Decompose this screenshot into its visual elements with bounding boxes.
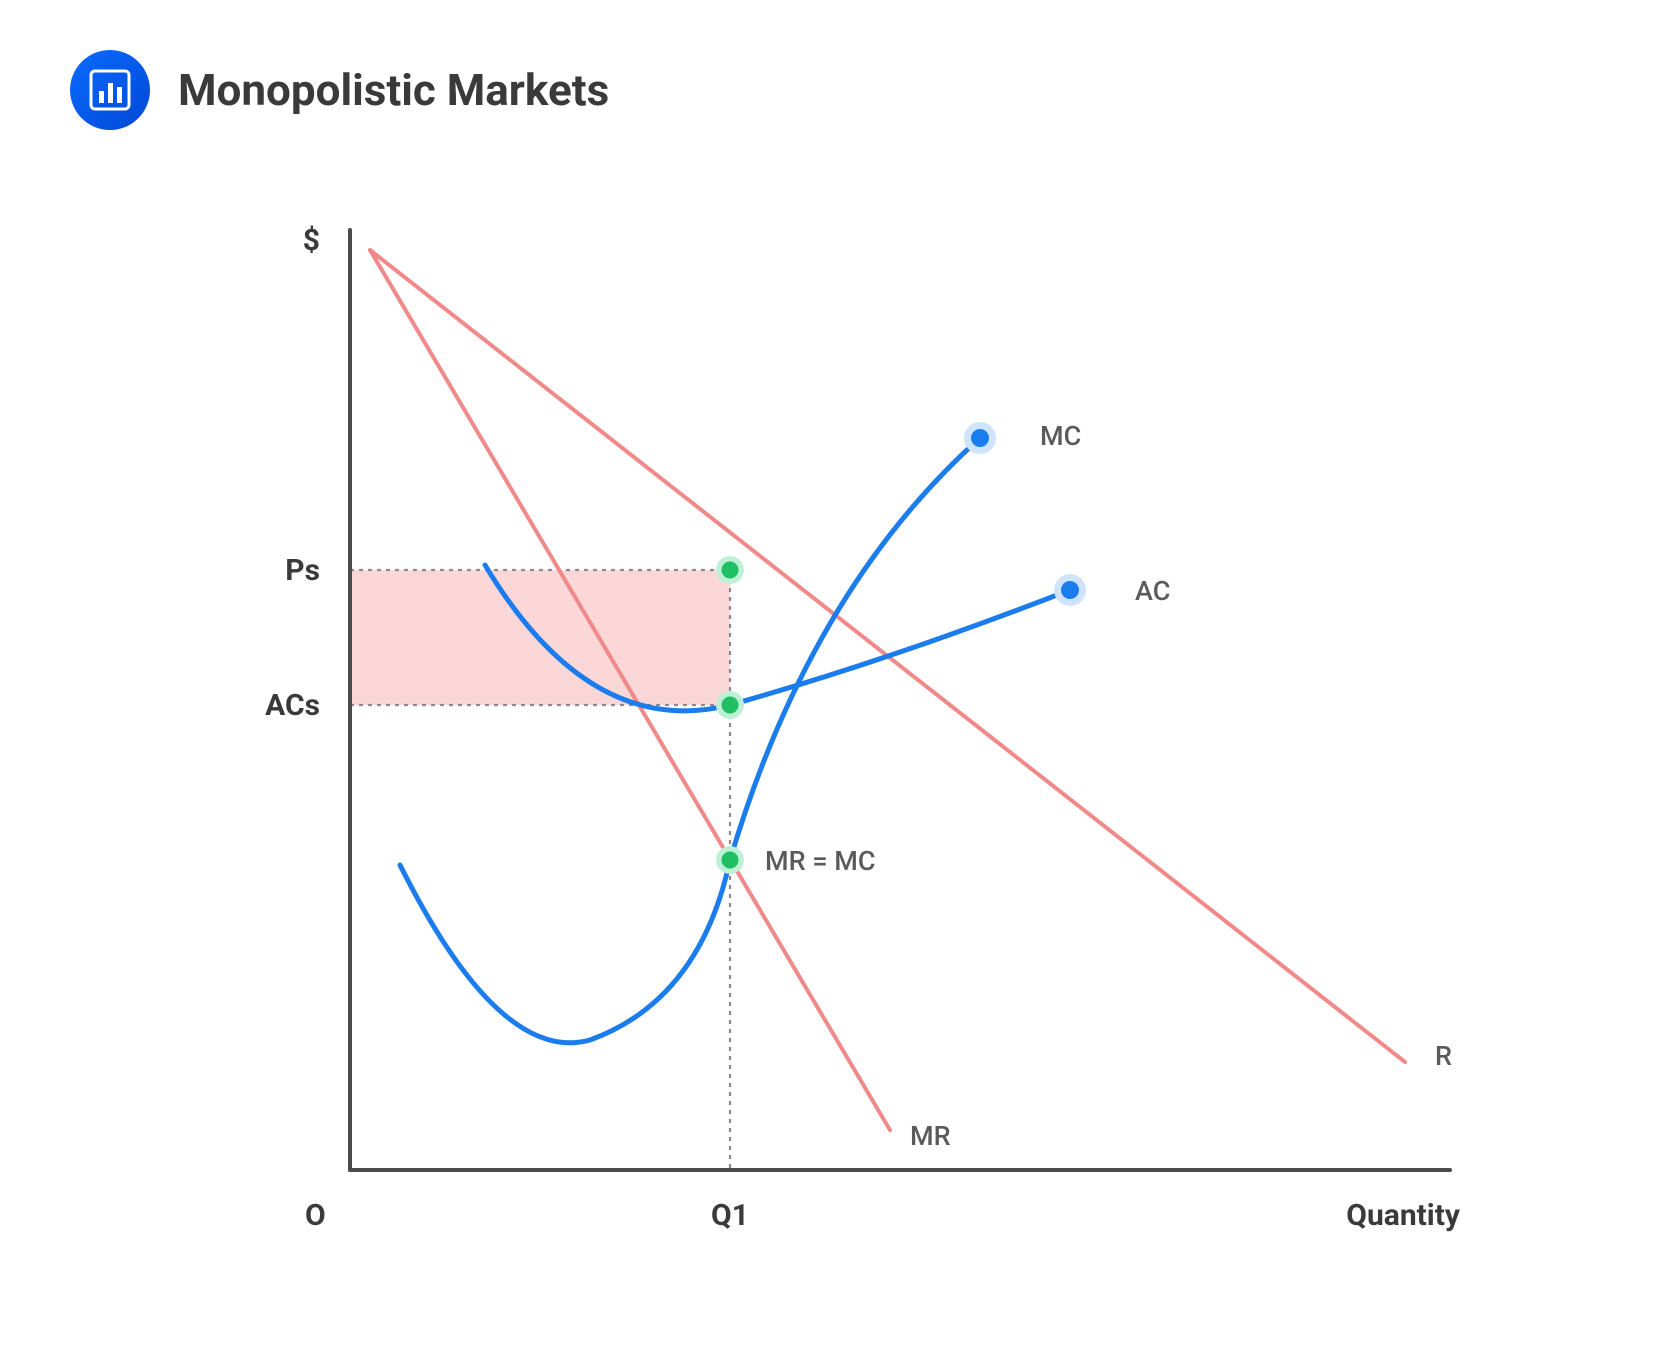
mc-endpoint-dot	[971, 429, 989, 447]
intersection-label-2: MR = MC	[765, 845, 875, 877]
x-tick-label-0: Q1	[711, 1198, 749, 1233]
origin-label: O	[305, 1198, 326, 1233]
mc-label: MC	[1040, 420, 1081, 452]
y-tick-label-0: Ps	[285, 553, 320, 588]
bar-chart-icon	[70, 50, 150, 130]
ac-label: AC	[1135, 575, 1170, 607]
ac-endpoint-dot	[1061, 581, 1079, 599]
intersection-dot-2	[722, 852, 739, 869]
intersection-dot-0	[722, 562, 739, 579]
header: Monopolistic Markets	[70, 50, 1601, 130]
page-title: Monopolistic Markets	[178, 64, 609, 116]
y-axis-label: $	[303, 223, 320, 258]
mc-curve	[400, 438, 980, 1043]
mr-label: MR	[910, 1120, 951, 1152]
y-tick-label-1: ACs	[265, 688, 320, 723]
intersection-dot-1	[722, 697, 739, 714]
monopolistic-markets-chart: R MR MC AC MR = MC $ Quantity O Ps ACs Q1	[190, 170, 1590, 1320]
demand_R-label: R	[1435, 1040, 1452, 1072]
chart-svg: R MR MC AC MR = MC $ Quantity O Ps ACs Q1	[190, 170, 1590, 1320]
x-axis-label: Quantity	[1346, 1198, 1461, 1233]
